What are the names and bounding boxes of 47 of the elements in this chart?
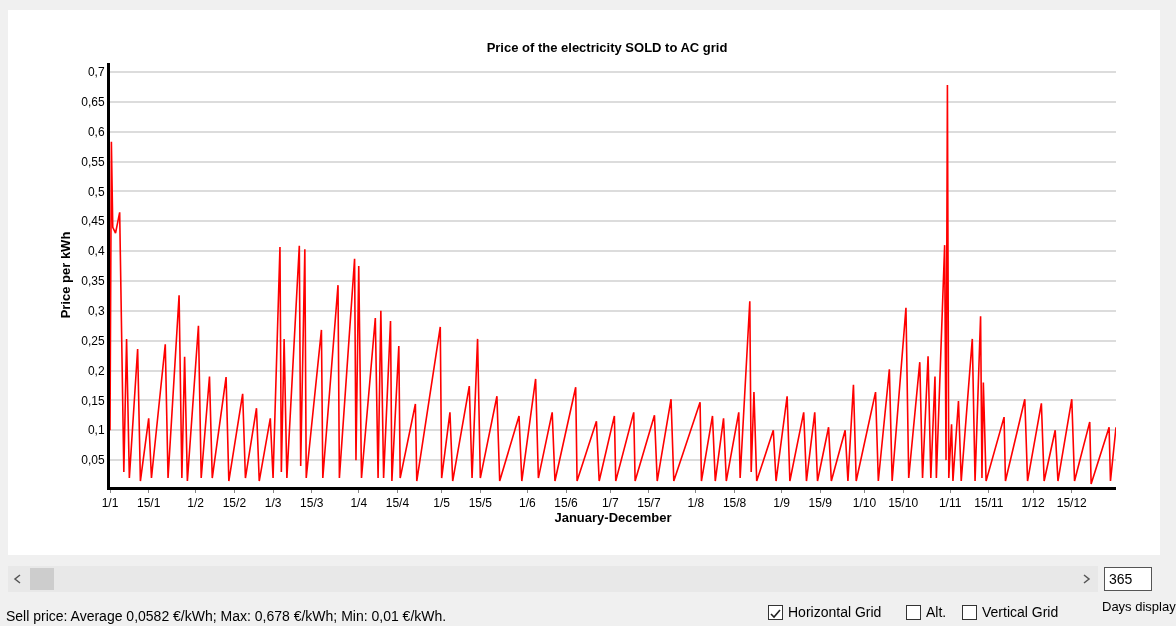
x-tick-label: 15/10 (888, 496, 919, 511)
x-axis-title: January-December (554, 510, 672, 526)
x-tick-label: 15/1 (137, 496, 161, 511)
x-tick-label: 15/6 (554, 496, 579, 511)
text: Horizontal Grid (788, 604, 882, 620)
y-tick-label: 0,05 (81, 453, 105, 468)
x-tick-label: 15/3 (300, 496, 324, 511)
y-tick-label: 0,5 (87, 184, 105, 199)
y-tick-label: 0,35 (81, 274, 105, 289)
x-tick-label: 1/11 (938, 496, 962, 511)
x-tick-label: 15/11 (974, 496, 1004, 511)
x-tick-label: 15/8 (722, 496, 747, 511)
x-tick-label: 15/9 (808, 496, 833, 511)
x-tick-label: 1/5 (433, 496, 451, 511)
x-tick-label: 1/3 (264, 496, 282, 511)
chart-title: Price of the electricity SOLD to AC grid (486, 39, 728, 55)
x-tick-label: 1/9 (773, 496, 791, 511)
y-tick-label: 0,3 (87, 304, 105, 319)
x-tick-label: 15/12 (1056, 496, 1088, 511)
x-tick-label: 1/6 (518, 496, 536, 511)
y-tick-label: 0,45 (81, 214, 105, 229)
x-tick-label: 1/7 (601, 496, 619, 511)
x-tick-label: 15/5 (468, 496, 493, 511)
y-tick-label: 0,1 (87, 423, 105, 438)
text: Days display (1102, 599, 1176, 614)
y-tick-label: 0,2 (87, 363, 105, 378)
x-tick-label: 1/8 (687, 496, 705, 511)
y-tick-label: 0,6 (87, 124, 105, 139)
text: Sell price: Average 0,0582 €/kWh; Max: 0,678 €/kWh; Min: 0,01 €/kWh. (6, 608, 447, 624)
text: 365 (1104, 567, 1152, 591)
x-tick-label: 1/2 (187, 496, 205, 511)
x-tick-label: 15/2 (222, 496, 247, 511)
y-tick-label: 0,65 (81, 95, 105, 110)
x-tick-label: 1/4 (350, 496, 368, 511)
x-tick-label: 15/4 (385, 496, 410, 511)
y-tick-label: 0,4 (87, 244, 105, 259)
text: Vertical Grid (982, 604, 1059, 620)
y-axis-title: Price per kWh (58, 231, 74, 319)
y-tick-label: 0,7 (87, 65, 105, 80)
y-tick-label: 0,25 (81, 333, 105, 348)
x-tick-label: 1/1 (101, 496, 119, 511)
text: Alt. (926, 604, 947, 620)
y-tick-label: 0,55 (81, 154, 105, 169)
y-tick-label: 0,15 (81, 393, 105, 408)
x-tick-label: 1/12 (1021, 496, 1046, 511)
x-tick-label: 15/7 (637, 496, 661, 511)
x-tick-label: 1/10 (852, 496, 877, 511)
